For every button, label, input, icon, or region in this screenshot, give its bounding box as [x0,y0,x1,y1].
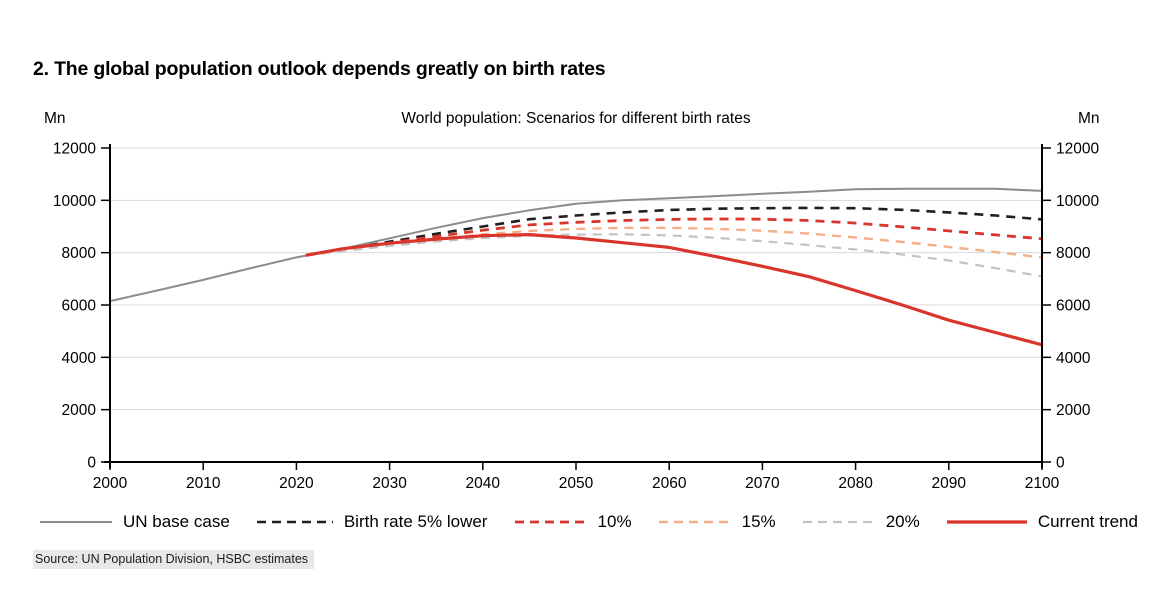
y-tick-label-right-6000: 6000 [1056,298,1091,315]
series-line-20- [305,233,1043,278]
y-tick-label-left-6000: 6000 [62,298,97,315]
x-tick-label-2030: 2030 [372,475,407,492]
legend-item-un-base-case: UN base case [38,512,230,532]
x-tick-label-2070: 2070 [745,475,780,492]
series-line-birth-rate-5-lower [305,206,1043,257]
y-tick-label-right-4000: 4000 [1056,350,1091,367]
legend-swatch-20pct-dashed-line [802,520,875,524]
line-chart-plot-area: 0 0 2000 2000 4000 4000 6000 6000 8000 8000 10000 1… [53,141,1100,493]
x-tick-label-2040: 2040 [466,475,501,492]
legend-label-10pct: 10% [597,512,632,531]
y-tick-label-right-12000: 12000 [1056,141,1099,158]
y-tick-label-left-10000: 10000 [53,193,96,210]
x-tick-label-2100: 2100 [1025,475,1060,492]
legend-label-birth-rate-5pct-lower: Birth rate 5% lower [343,512,488,531]
legend-item-10pct: 10% [513,512,632,532]
legend-swatch-5pct-lower-dashed-line [256,520,333,524]
legend-item-birth-rate-5pct-lower: Birth rate 5% lower [255,512,488,532]
legend-item-15pct: 15% [657,512,776,532]
x-tick-label-2020: 2020 [279,475,314,492]
y-tick-label-right-2000: 2000 [1056,402,1091,419]
y-tick-label-left-0: 0 [87,455,96,472]
legend-label-20pct: 20% [885,512,920,531]
y-tick-label-left-12000: 12000 [53,141,96,158]
legend-label-current-trend: Current trend [1037,512,1138,531]
legend-item-20pct: 20% [801,512,920,532]
x-tick-label-2010: 2010 [186,475,221,492]
x-tick-label-2090: 2090 [932,475,967,492]
x-tick-label-2060: 2060 [652,475,687,492]
x-tick-label-2050: 2050 [559,475,594,492]
figure-title: 2. The global population outlook depends… [33,58,606,80]
source-note: Source: UN Population Division, HSBC est… [33,550,315,569]
legend-label-15pct: 15% [741,512,776,531]
legend-swatch-un-base-case-line [40,521,112,523]
series-line-current-trend [305,232,1043,347]
legend-swatch-10pct-dashed-line [514,520,587,524]
chart-legend: UN base case Birth rate 5% lower 10% 15%… [38,512,1138,532]
legend-label-un-base-case: UN base case [123,512,230,531]
series-line-un-base-case [109,187,1043,303]
x-tick-label-2000: 2000 [93,475,128,492]
y-tick-label-left-4000: 4000 [62,350,97,367]
chart-title: World population: Scenarios for differen… [401,110,751,127]
legend-item-current-trend: Current trend [945,512,1138,532]
y-tick-label-right-8000: 8000 [1056,245,1091,262]
legend-swatch-15pct-dashed-line [658,520,731,524]
y-tick-label-right-0: 0 [1056,455,1065,472]
x-tick-label-2080: 2080 [838,475,873,492]
y-tick-label-left-8000: 8000 [62,245,97,262]
legend-swatch-current-trend-line [946,520,1027,524]
y-axis-unit-left: Mn [44,110,66,127]
y-axis-unit-right: Mn [1078,110,1100,127]
y-tick-label-right-10000: 10000 [1056,193,1099,210]
series-line-10- [305,217,1043,257]
y-tick-label-left-2000: 2000 [62,402,97,419]
